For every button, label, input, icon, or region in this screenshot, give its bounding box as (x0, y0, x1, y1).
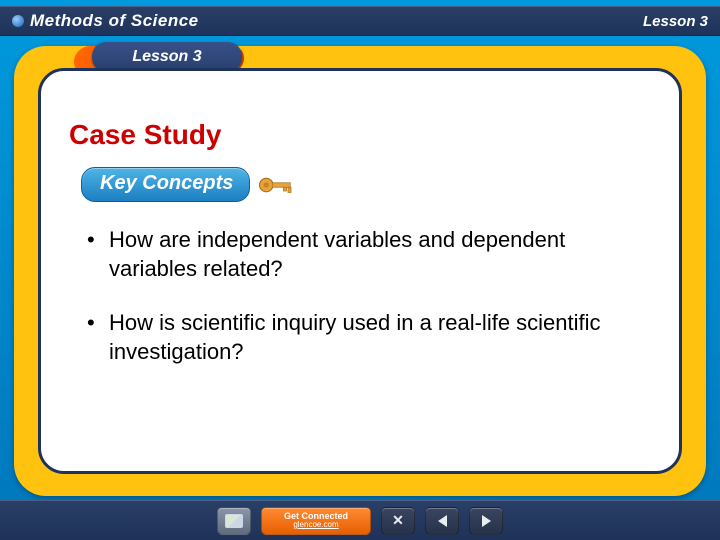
get-connected-button[interactable]: Get Connected glencoe.com (261, 507, 371, 535)
picture-button[interactable] (217, 507, 251, 535)
close-icon: ✕ (392, 512, 404, 529)
header-lesson-label: Lesson 3 (643, 13, 708, 30)
picture-icon (225, 514, 243, 528)
key-icon (258, 174, 294, 196)
next-button[interactable] (469, 507, 503, 535)
close-button[interactable]: ✕ (381, 507, 415, 535)
prev-button[interactable] (425, 507, 459, 535)
header-dot-icon (12, 15, 24, 27)
header-left: Methods of Science (12, 11, 199, 31)
content-panel: Case Study Key Concepts How are independ… (38, 68, 682, 474)
footer-bar: Get Connected glencoe.com ✕ (0, 500, 720, 540)
chevron-left-icon (438, 515, 447, 527)
slide: Methods of Science Lesson 3 Lesson 3 Cas… (0, 0, 720, 540)
header-bar: Methods of Science Lesson 3 (0, 6, 720, 36)
get-connected-url: glencoe.com (293, 521, 338, 529)
list-item: How are independent variables and depend… (109, 226, 651, 283)
list-item: How is scientific inquiry used in a real… (109, 309, 651, 366)
chevron-right-icon (482, 515, 491, 527)
key-concepts-row: Key Concepts (81, 167, 651, 202)
chapter-title: Methods of Science (30, 11, 199, 31)
yellow-frame: Lesson 3 Case Study Key Concepts How are… (14, 46, 706, 496)
key-concepts-badge: Key Concepts (81, 167, 250, 202)
bullet-list: How are independent variables and depend… (69, 226, 651, 366)
page-title: Case Study (69, 119, 651, 151)
